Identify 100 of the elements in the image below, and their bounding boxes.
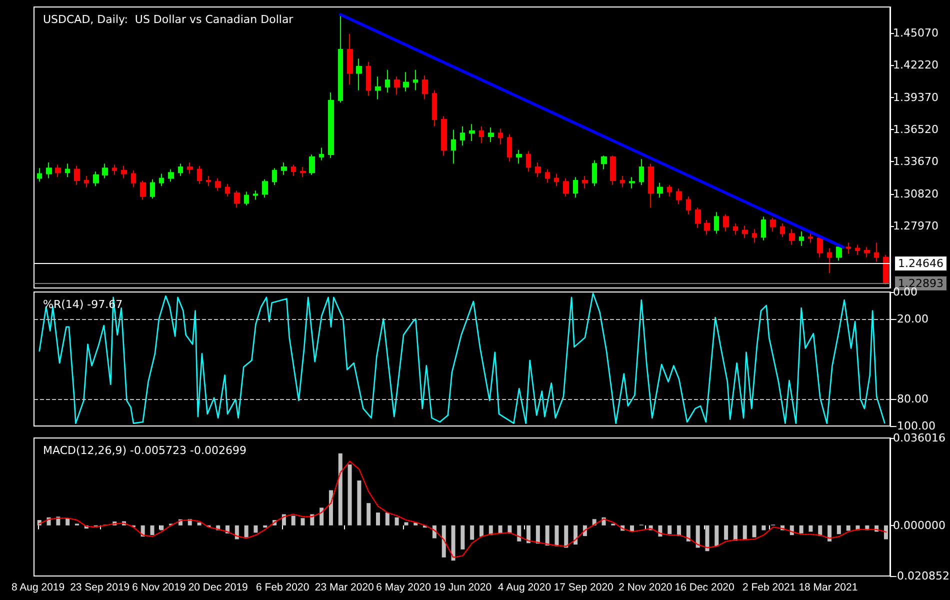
x-tick-label: 16 Dec 2020 bbox=[674, 582, 734, 594]
candlestick bbox=[545, 168, 550, 184]
candlestick bbox=[262, 178, 268, 198]
candlestick bbox=[366, 61, 371, 96]
bar bbox=[517, 525, 522, 542]
bar bbox=[479, 525, 484, 537]
bar bbox=[300, 518, 305, 526]
candlestick bbox=[507, 134, 512, 162]
candlestick bbox=[639, 158, 644, 186]
y-tick-label: 1.27970 bbox=[893, 220, 938, 233]
candlestick bbox=[131, 170, 136, 188]
y-tick-label: 1.36520 bbox=[893, 122, 938, 136]
candlestick bbox=[610, 155, 616, 186]
candlestick bbox=[215, 178, 221, 192]
candlestick bbox=[413, 69, 418, 91]
candlestick bbox=[563, 178, 569, 197]
bar bbox=[470, 525, 474, 540]
bar bbox=[714, 525, 719, 546]
candlestick bbox=[197, 165, 202, 184]
candlestick bbox=[84, 176, 89, 188]
candlestick bbox=[846, 242, 851, 254]
bar bbox=[150, 525, 154, 536]
bar bbox=[366, 503, 371, 526]
candlestick bbox=[469, 124, 475, 142]
candlestick bbox=[808, 232, 813, 244]
candlestick bbox=[328, 92, 334, 158]
bar bbox=[320, 508, 324, 526]
bar bbox=[564, 525, 568, 548]
candlestick bbox=[187, 162, 193, 174]
candlestick bbox=[855, 244, 860, 256]
bar bbox=[808, 525, 813, 532]
candlestick bbox=[657, 182, 663, 198]
x-tick-label: 8 Aug 2019 bbox=[11, 582, 65, 594]
bar bbox=[385, 512, 390, 526]
bar bbox=[554, 525, 559, 546]
candlestick bbox=[37, 168, 42, 182]
y-tick-label: -80.00 bbox=[893, 392, 928, 406]
candlestick bbox=[723, 214, 729, 232]
x-tick-label: 2 Nov 2020 bbox=[618, 582, 672, 594]
y-tick-label: -0.020852 bbox=[893, 570, 950, 582]
bar bbox=[884, 525, 888, 540]
candlestick bbox=[244, 191, 249, 206]
candlestick bbox=[178, 163, 183, 177]
candlestick bbox=[601, 155, 607, 170]
candlestick bbox=[168, 168, 174, 182]
candlestick bbox=[46, 162, 52, 179]
bar bbox=[526, 525, 531, 544]
candlestick bbox=[121, 165, 127, 179]
bar bbox=[442, 525, 446, 558]
y-tick-label: 0.000000 bbox=[893, 518, 946, 532]
candlestick bbox=[752, 228, 757, 244]
candlestick bbox=[629, 176, 635, 189]
candlestick bbox=[827, 248, 832, 274]
bar bbox=[338, 453, 342, 526]
bar bbox=[310, 514, 314, 526]
candlestick bbox=[394, 76, 400, 96]
candlestick bbox=[140, 180, 146, 200]
bar bbox=[244, 525, 248, 538]
candlestick bbox=[338, 14, 343, 104]
bar bbox=[705, 525, 710, 552]
y-tick-label: 1.39370 bbox=[893, 90, 938, 104]
candlestick bbox=[799, 230, 804, 246]
y-tick-label: 1.33670 bbox=[893, 155, 938, 168]
bar bbox=[263, 525, 268, 528]
candlestick bbox=[714, 212, 719, 234]
candlestick bbox=[150, 178, 155, 200]
candlestick bbox=[883, 254, 889, 285]
candlestick bbox=[300, 166, 306, 178]
bar bbox=[357, 480, 362, 526]
bar bbox=[394, 517, 399, 526]
candlestick bbox=[291, 164, 296, 177]
ref-line-label: 1.24646 bbox=[898, 257, 944, 270]
candlestick bbox=[281, 162, 287, 176]
x-tick-label: 17 Sep 2020 bbox=[554, 582, 614, 594]
bar bbox=[799, 525, 804, 534]
candlestick bbox=[592, 160, 597, 187]
x-tick-label: 23 Sep 2019 bbox=[70, 582, 130, 594]
x-tick-label: 4 Aug 2020 bbox=[498, 582, 552, 594]
candlestick bbox=[253, 190, 258, 200]
bar bbox=[328, 490, 333, 526]
bar bbox=[724, 525, 728, 540]
candlestick bbox=[733, 222, 738, 236]
candlestick bbox=[55, 164, 61, 178]
x-tick-label: 6 Feb 2020 bbox=[256, 582, 310, 594]
candlestick bbox=[385, 69, 390, 93]
bar bbox=[686, 525, 690, 542]
candlestick bbox=[272, 168, 277, 186]
candlestick bbox=[780, 222, 785, 238]
candlestick bbox=[573, 176, 578, 198]
y-tick-label: 1.30820 bbox=[893, 187, 938, 200]
candlestick bbox=[761, 216, 766, 241]
candlestick bbox=[356, 58, 362, 91]
candlestick bbox=[535, 162, 541, 178]
bar bbox=[668, 525, 672, 534]
x-tick-label: 6 May 2020 bbox=[376, 582, 432, 594]
candlestick bbox=[498, 128, 503, 145]
candlestick bbox=[479, 126, 484, 144]
candlestick bbox=[74, 165, 80, 186]
candlestick bbox=[874, 242, 879, 262]
bar bbox=[376, 512, 380, 526]
